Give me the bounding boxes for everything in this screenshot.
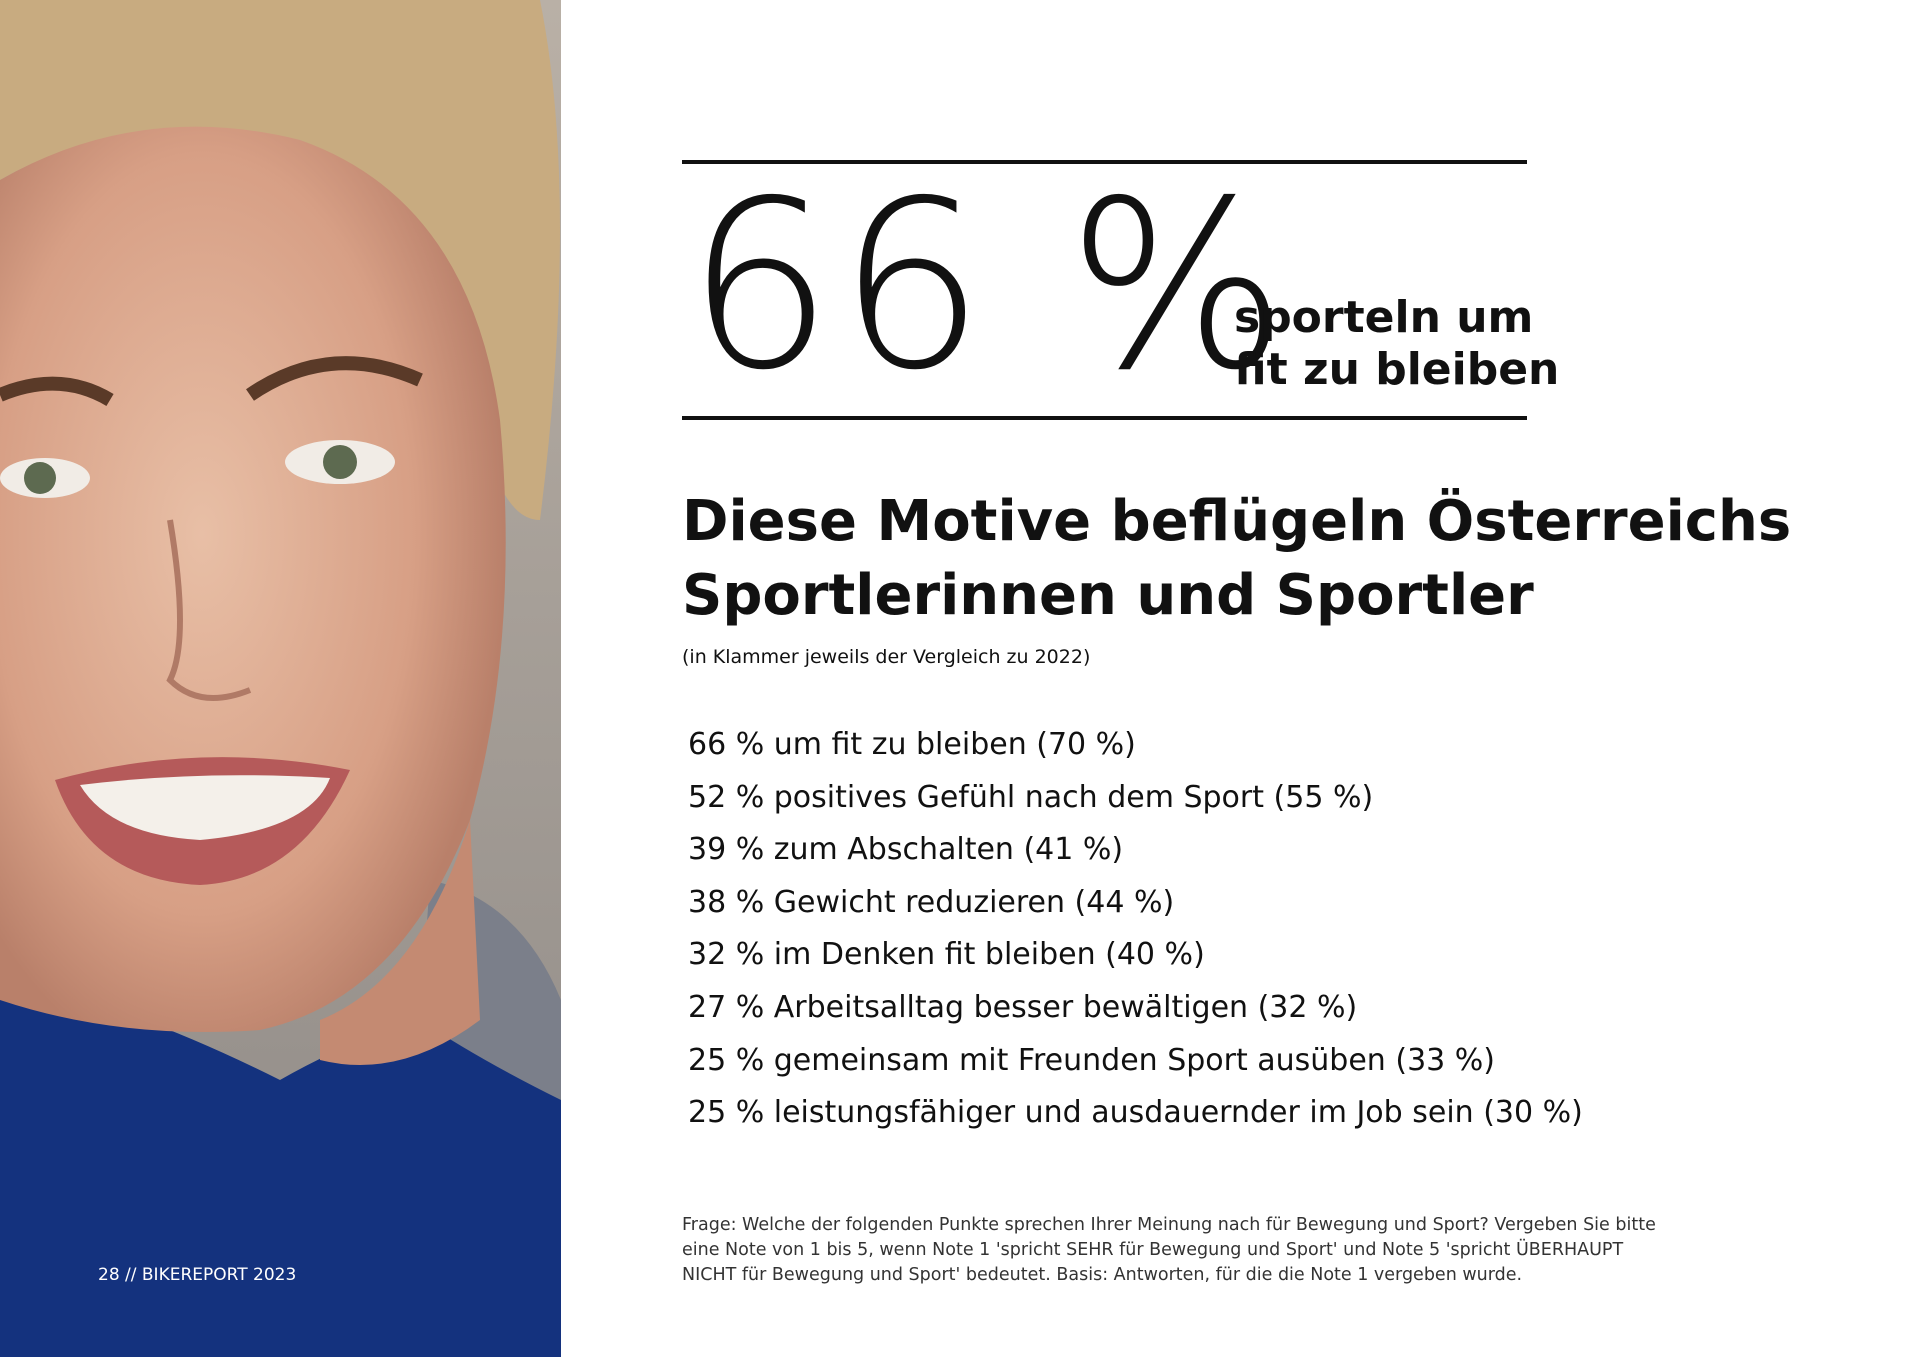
top-rule: [682, 160, 1527, 164]
motive-item: 52 % positives Gefühl nach dem Sport (55…: [688, 779, 1374, 815]
motive-item: 25 % leistungsfähiger und ausdauernder i…: [688, 1095, 1583, 1131]
footnote-line: eine Note von 1 bis 5, wenn Note 1 'spri…: [682, 1240, 1624, 1260]
heading-line: Sportlerinnen und Sportler: [682, 563, 1534, 628]
motive-item: 66 % um fit zu bleiben (70 %): [688, 727, 1136, 762]
motive-item: 25 % gemeinsam mit Freunden Sport ausübe…: [688, 1042, 1495, 1078]
motive-list: 66 % um fit zu bleiben (70 %) 52 % positi…: [688, 719, 1583, 1140]
caption-line: sporteln um: [1234, 292, 1534, 343]
bottom-rule: [682, 416, 1527, 420]
footnote-line: Frage: Welche der folgenden Punkte sprec…: [682, 1215, 1656, 1235]
heading-line: Diese Motive beflügeln Österreichs: [682, 489, 1792, 554]
page-number: 28 // BIKEREPORT 2023: [98, 1265, 297, 1285]
heading: Diese Motive beflügeln Österreichs Sport…: [682, 485, 1791, 633]
footnote-line: NICHT für Bewegung und Sport' bedeutet. …: [682, 1265, 1523, 1285]
motive-item: 32 % im Denken fit bleiben (40 %): [688, 937, 1205, 973]
caption-line: fit zu bleiben: [1234, 344, 1560, 395]
motive-item: 38 % Gewicht reduzieren (44 %): [688, 884, 1175, 920]
photo: [0, 0, 561, 1357]
highlight-caption: sporteln um fit zu bleiben: [1234, 292, 1559, 396]
footnote: Frage: Welche der folgenden Punkte sprec…: [682, 1213, 1656, 1288]
motive-item: 39 % zum Abschalten (41 %): [688, 832, 1124, 868]
motive-item: 27 % Arbeitsalltag besser bewältigen (32…: [688, 989, 1358, 1025]
heading-note: (in Klammer jeweils der Vergleich zu 202…: [682, 646, 1091, 668]
highlight-figure: 66 %: [686, 151, 1292, 421]
